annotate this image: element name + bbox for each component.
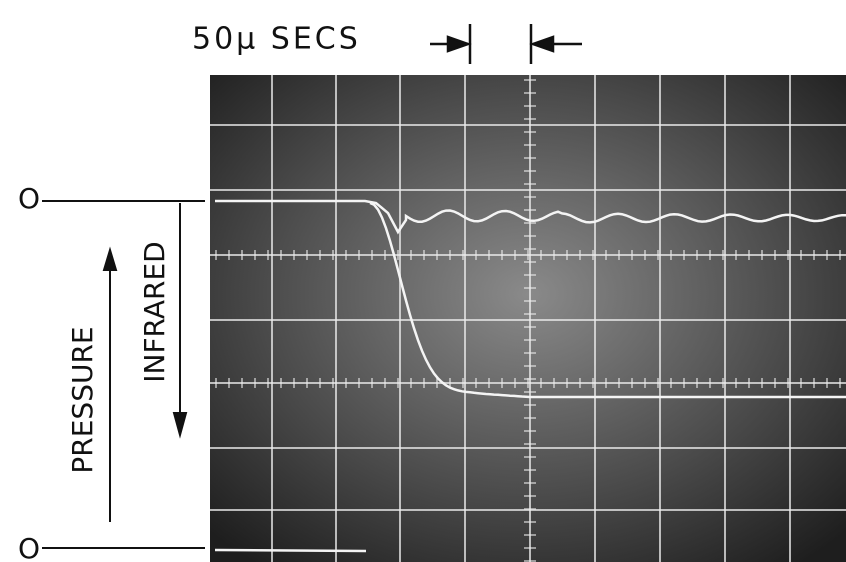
screen-background <box>210 75 846 562</box>
bottom-zero-label: O <box>18 532 40 562</box>
infrared-label: INFRARED <box>138 241 171 383</box>
top-zero-label: O <box>18 182 40 215</box>
pressure-trace <box>369 201 846 399</box>
infrared-trace <box>215 199 846 235</box>
pressure-label: PRESSURE <box>66 326 99 473</box>
scope-screen <box>210 75 846 562</box>
time-markers <box>430 24 582 64</box>
arrow-head <box>102 246 118 271</box>
arrow-head <box>172 412 188 439</box>
time-scale-label: 50μ SECS <box>192 22 361 57</box>
arrow-head <box>529 35 555 53</box>
left-annotations <box>42 200 205 549</box>
baseline-trace <box>214 548 367 553</box>
arrow-head <box>446 35 472 53</box>
